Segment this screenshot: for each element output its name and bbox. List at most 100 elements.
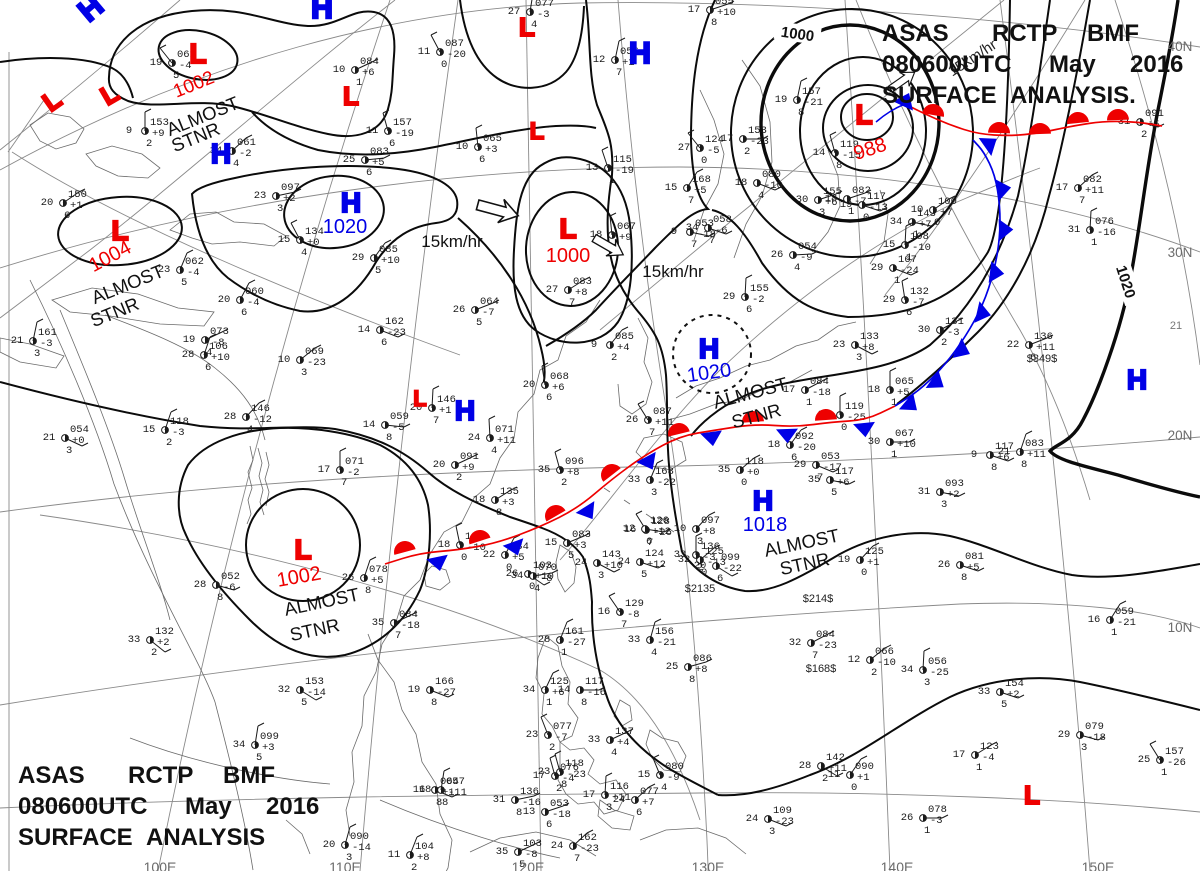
svg-text:+9: +9 [462,462,475,474]
svg-text:157: 157 [802,86,821,98]
svg-text:-8: -8 [627,609,640,621]
svg-text:9: 9 [591,339,597,351]
svg-text:29: 29 [1058,729,1071,741]
svg-text:069: 069 [305,346,324,358]
svg-text:BMF: BMF [1087,20,1139,47]
svg-text:8: 8 [1021,459,1027,471]
svg-text:132: 132 [910,286,929,298]
svg-text:8: 8 [431,697,437,709]
svg-text:17: 17 [688,4,701,16]
svg-text:-25: -25 [847,412,866,424]
svg-text:+3: +3 [574,540,587,552]
svg-text:7: 7 [709,235,715,247]
svg-text:076: 076 [560,762,579,774]
svg-text:+0: +0 [747,467,760,479]
svg-text:-24: -24 [900,265,919,277]
svg-text:3: 3 [819,207,825,219]
svg-text:100: 100 [938,196,957,208]
svg-text:084: 084 [360,56,379,68]
svg-text:14: 14 [558,684,571,696]
svg-text:162: 162 [385,316,404,328]
svg-text:7: 7 [691,239,697,251]
svg-text:2: 2 [166,437,172,449]
svg-text:31: 31 [493,794,506,806]
svg-text:+6: +6 [837,477,850,489]
svg-text:083: 083 [572,529,591,541]
svg-text:150: 150 [68,189,87,201]
svg-text:082: 082 [852,185,871,197]
svg-text:1: 1 [356,77,362,89]
svg-text:5: 5 [1001,699,1007,711]
svg-text:2016: 2016 [1130,51,1183,78]
svg-text:2: 2 [941,337,947,349]
svg-text:106: 106 [209,341,228,353]
svg-text:-18: -18 [812,387,831,399]
svg-text:+2: +2 [157,637,170,649]
svg-text:+11: +11 [655,417,674,429]
svg-text:+1: +1 [70,200,83,212]
svg-text:4: 4 [661,782,667,794]
svg-text:ASAS: ASAS [882,20,949,47]
svg-text:7: 7 [688,195,694,207]
svg-text:-16: -16 [1097,227,1116,239]
svg-text:23: 23 [538,766,551,778]
svg-text:4: 4 [233,158,239,170]
svg-text:+8: +8 [575,287,588,299]
svg-text:RCTP: RCTP [128,762,193,789]
svg-text:15: 15 [883,239,896,251]
svg-text:3: 3 [651,487,657,499]
svg-text:26: 26 [453,304,466,316]
svg-text:+7: +7 [940,207,953,219]
svg-text:084: 084 [399,609,418,621]
svg-text:2: 2 [151,647,157,659]
svg-text:3: 3 [769,826,775,838]
svg-text:H: H [211,138,231,169]
svg-text:26: 26 [901,812,914,824]
svg-text:7: 7 [647,537,653,549]
svg-text:066: 066 [875,646,894,658]
svg-text:15: 15 [545,537,558,549]
svg-text:+6: +6 [362,67,375,79]
svg-text:-2: -2 [752,294,765,306]
svg-text:0: 0 [861,567,867,579]
svg-text:H: H [699,333,719,364]
svg-text:4: 4 [611,747,617,759]
svg-text:-23: -23 [580,843,599,855]
svg-text:8: 8 [836,160,842,172]
svg-text:118: 118 [745,456,764,468]
svg-text:18: 18 [825,193,838,205]
svg-text:May: May [1049,51,1096,78]
svg-text:15km/hr: 15km/hr [421,232,483,251]
svg-text:29: 29 [723,291,736,303]
svg-text:5: 5 [375,265,381,277]
svg-text:24: 24 [613,794,626,806]
svg-text:1000: 1000 [546,245,591,267]
svg-text:155: 155 [750,283,769,295]
svg-text:-3: -3 [172,427,185,439]
svg-text:-23: -23 [307,357,326,369]
svg-text:25: 25 [666,661,679,673]
svg-text:9: 9 [126,125,132,137]
svg-text:L: L [1024,780,1040,810]
svg-text:133: 133 [860,331,879,343]
svg-text:118: 118 [565,758,584,770]
svg-text:080: 080 [665,761,684,773]
svg-text:1: 1 [546,697,552,709]
svg-text:ANALYSIS.: ANALYSIS. [1010,82,1136,109]
svg-text:+8: +8 [862,342,875,354]
svg-text:6: 6 [389,138,395,150]
svg-text:+10: +10 [717,7,736,19]
svg-text:1: 1 [1091,237,1097,249]
svg-text:8: 8 [711,17,717,29]
svg-text:26: 26 [771,249,784,261]
svg-text:-7: -7 [854,196,867,208]
svg-text:-23: -23 [818,640,837,652]
svg-text:13: 13 [523,806,536,818]
svg-text:125: 125 [865,546,884,558]
svg-text:7: 7 [574,853,580,865]
svg-text:15: 15 [665,182,678,194]
svg-text:10: 10 [333,64,346,76]
svg-text:5: 5 [476,317,482,329]
svg-text:083: 083 [573,276,592,288]
svg-text:146: 146 [437,394,456,406]
